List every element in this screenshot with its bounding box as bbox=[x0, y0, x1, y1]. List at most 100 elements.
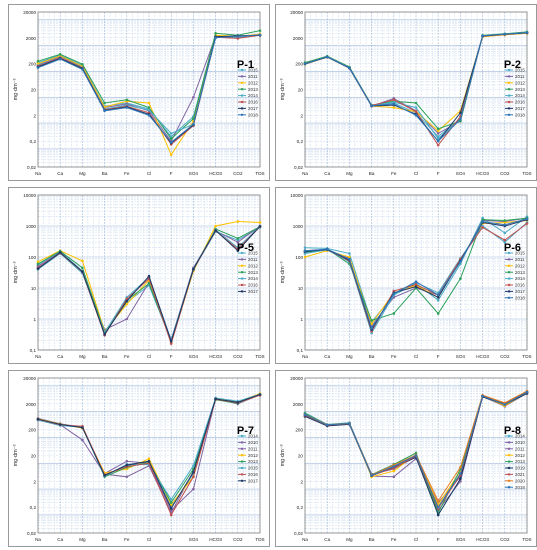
legend-label: 2017 bbox=[515, 289, 525, 294]
x-tick-label: CO2 bbox=[233, 354, 243, 359]
data-point-2018 bbox=[525, 217, 529, 221]
legend-marker-2014 bbox=[240, 434, 244, 438]
y-axis-label: mg·dm⁻³ bbox=[280, 261, 286, 283]
data-point-2017 bbox=[436, 296, 440, 299]
legend-label: 2018 bbox=[515, 485, 525, 490]
x-tick-label: Cl bbox=[147, 354, 151, 359]
data-point-2013 bbox=[169, 137, 173, 140]
y-tick-label: 2 bbox=[33, 479, 36, 484]
data-point-2013 bbox=[81, 266, 84, 270]
legend-label: 2010 bbox=[248, 440, 258, 445]
y-tick-label: 0,1 bbox=[30, 348, 37, 353]
data-point-2018 bbox=[436, 293, 440, 297]
data-point-2018 bbox=[481, 394, 484, 398]
legend-marker-2018 bbox=[507, 486, 511, 489]
y-tick-label: 200 bbox=[295, 428, 303, 433]
x-tick-label: Ba bbox=[102, 537, 108, 542]
x-tick-label: Ba bbox=[369, 354, 375, 359]
legend-marker-2014 bbox=[240, 277, 244, 280]
data-point-2014 bbox=[503, 240, 507, 244]
data-point-2013 bbox=[125, 98, 129, 102]
series-group bbox=[36, 220, 262, 346]
data-point-2018 bbox=[459, 472, 462, 475]
legend-marker-2012 bbox=[507, 81, 511, 85]
legend-marker-2018 bbox=[507, 296, 511, 299]
legend-marker-2012 bbox=[240, 264, 244, 267]
legend-label: 2016 bbox=[248, 283, 258, 288]
data-point-2017 bbox=[414, 285, 418, 289]
data-point-2016 bbox=[525, 222, 529, 225]
x-tick-label: SO4 bbox=[456, 354, 466, 359]
data-point-2018 bbox=[103, 109, 106, 113]
legend-label: 2015 bbox=[248, 466, 258, 471]
y-tick-label: 0,2 bbox=[297, 139, 304, 144]
x-tick-label: F bbox=[170, 354, 173, 359]
legend-label: 2014 bbox=[515, 434, 525, 439]
legend-marker-2016 bbox=[507, 100, 511, 104]
data-point-2014 bbox=[303, 252, 307, 255]
x-tick-label: HCO3 bbox=[476, 354, 489, 359]
data-point-2016 bbox=[436, 143, 440, 147]
x-tick-label: Mg bbox=[79, 171, 86, 176]
legend-label: 2013 bbox=[515, 459, 525, 464]
data-point-2012 bbox=[436, 129, 440, 133]
y-tick-label: 20000 bbox=[290, 376, 303, 381]
y-tick-label: 2 bbox=[300, 113, 303, 118]
panel-title: P-1 bbox=[237, 59, 254, 71]
plot-area bbox=[37, 377, 261, 534]
data-point-2013 bbox=[481, 218, 484, 221]
x-tick-label: Ca bbox=[324, 354, 330, 359]
y-tick-label: 0,2 bbox=[30, 139, 37, 144]
data-point-2012 bbox=[303, 255, 307, 259]
y-tick-label: 20 bbox=[298, 88, 304, 93]
legend-label: 2018 bbox=[248, 112, 258, 117]
y-axis-label: mg·dm⁻³ bbox=[13, 261, 19, 283]
x-tick-label: F bbox=[170, 171, 173, 176]
data-point-2011 bbox=[125, 475, 129, 479]
x-tick-label: Mg bbox=[79, 537, 86, 542]
y-tick-label: 10000 bbox=[23, 193, 36, 198]
legend-marker-2015 bbox=[507, 251, 511, 255]
data-point-2018 bbox=[392, 465, 396, 468]
data-point-2016 bbox=[481, 226, 484, 229]
legend-marker-2017 bbox=[507, 107, 511, 110]
y-tick-label: 100 bbox=[295, 255, 303, 260]
x-tick-label: Na bbox=[302, 171, 308, 176]
data-point-2018 bbox=[370, 104, 373, 108]
legend-label: 2010 bbox=[515, 440, 525, 445]
data-point-2011 bbox=[125, 317, 129, 321]
data-point-2016 bbox=[192, 475, 195, 479]
data-point-2011 bbox=[192, 95, 195, 99]
chart-panel-p7: 20000 2000 200 20 2 0,2 0,02 mg·dm⁻³ Na Ca Mg Ba Fe C… bbox=[8, 370, 270, 547]
data-point-2018 bbox=[36, 66, 40, 69]
data-point-2015 bbox=[236, 238, 240, 242]
data-point-2016 bbox=[169, 513, 173, 517]
data-point-2014 bbox=[414, 106, 418, 109]
data-point-2018 bbox=[125, 106, 129, 109]
x-tick-label: Ba bbox=[102, 354, 108, 359]
x-tick-label: Fe bbox=[124, 537, 130, 542]
y-tick-label: 0,1 bbox=[297, 348, 304, 353]
y-tick-label: 20000 bbox=[23, 376, 36, 381]
panel-title: P-5 bbox=[237, 242, 254, 254]
legend-marker-2017 bbox=[507, 290, 511, 293]
data-point-2012 bbox=[36, 62, 40, 65]
x-tick-label: Mg bbox=[346, 537, 353, 542]
data-point-2018 bbox=[436, 505, 440, 509]
legend-marker-2016 bbox=[507, 283, 511, 287]
y-tick-label: 20 bbox=[31, 88, 37, 93]
data-point-2018 bbox=[325, 55, 329, 59]
legend-marker-2021 bbox=[507, 473, 511, 476]
data-point-2014 bbox=[392, 100, 396, 104]
x-tick-label: Fe bbox=[124, 354, 130, 359]
series-group bbox=[303, 215, 529, 335]
data-point-2018 bbox=[258, 33, 262, 37]
y-tick-label: 2000 bbox=[293, 36, 304, 41]
gridlines bbox=[304, 194, 528, 351]
chart-panel-p2: 20000 2000 200 20 2 0,2 0,02 mg·dm⁻³ Na Ca Mg Ba Fe C… bbox=[275, 4, 537, 181]
x-tick-label: Na bbox=[35, 171, 41, 176]
data-point-2018 bbox=[348, 422, 351, 425]
data-point-2017 bbox=[81, 270, 84, 273]
data-point-2012 bbox=[348, 255, 351, 259]
